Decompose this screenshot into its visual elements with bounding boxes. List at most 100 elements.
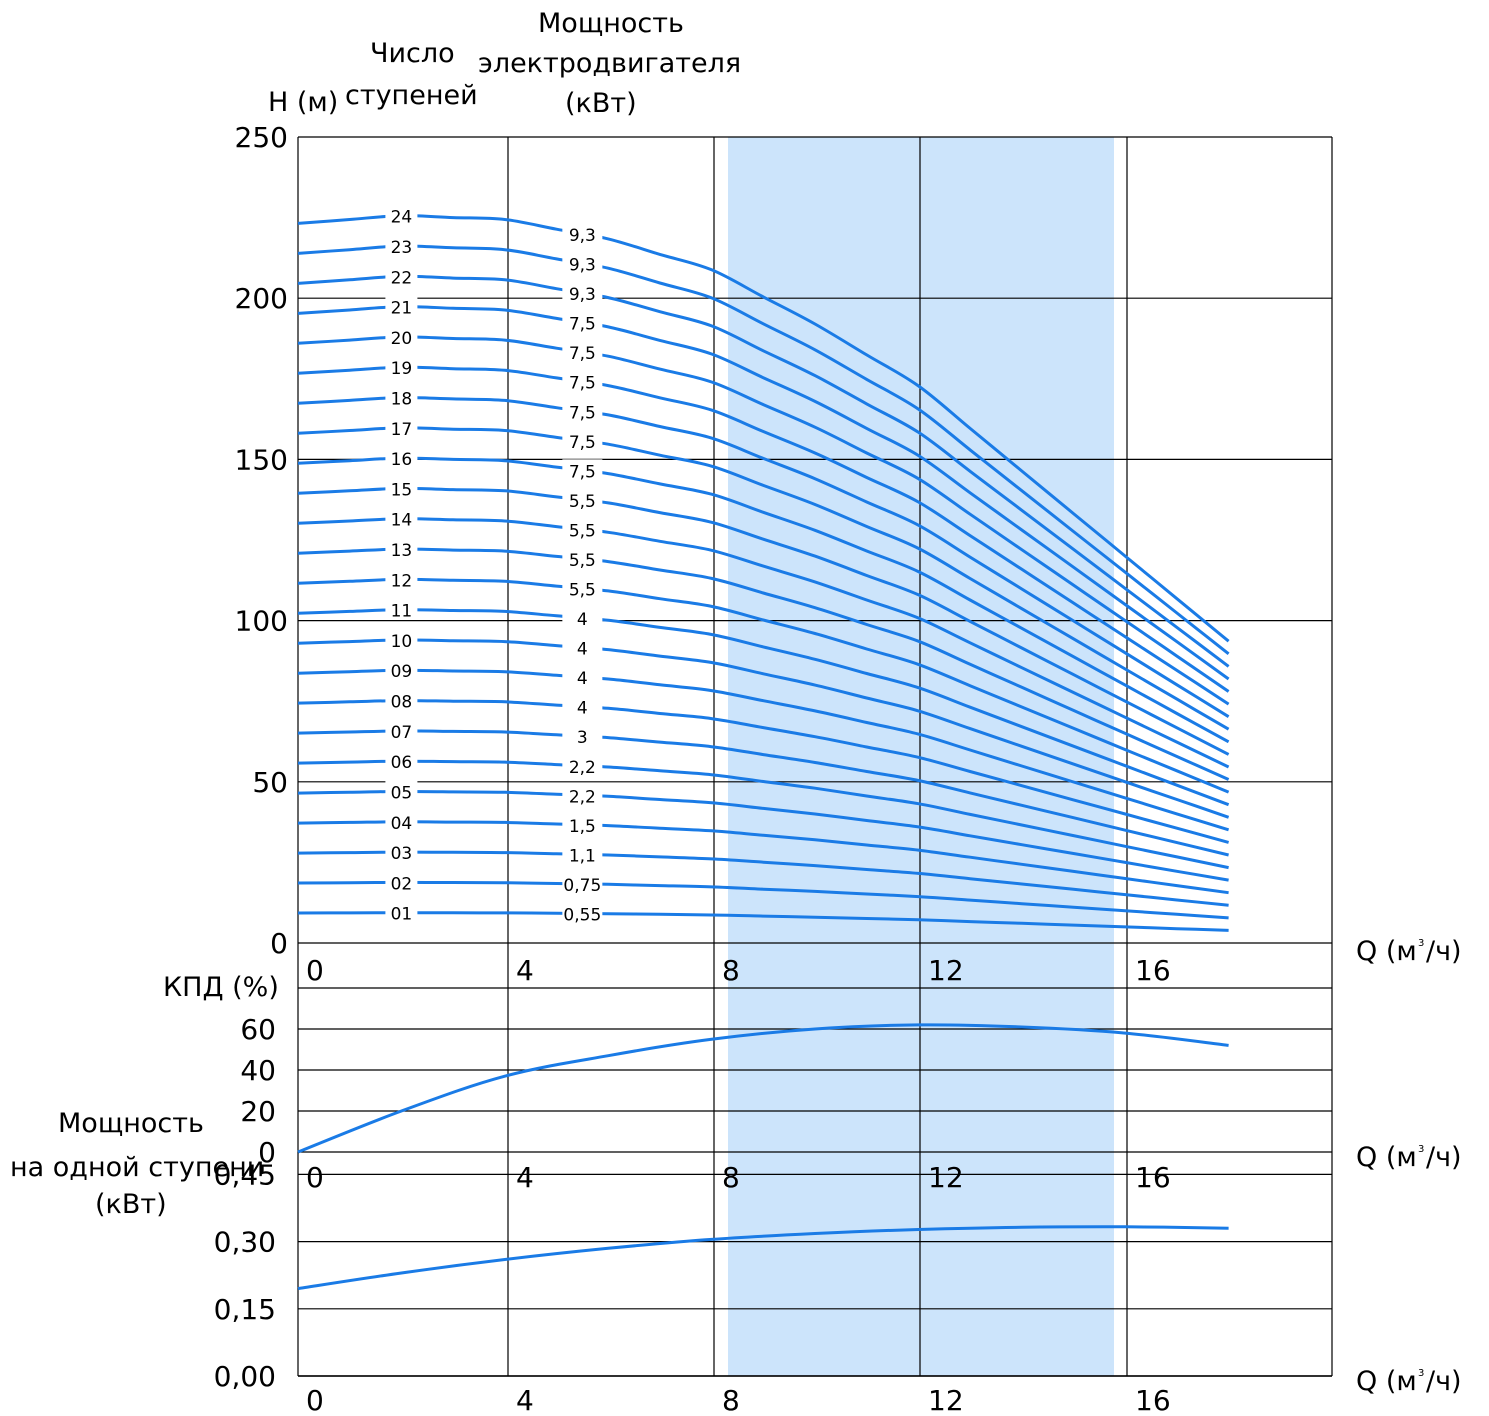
head-curve-stage-05 xyxy=(297,789,1229,882)
power-x-tick-label: 4 xyxy=(516,1384,534,1416)
q-axis-sup: 3 xyxy=(1418,938,1424,949)
head-curve-stage-10 xyxy=(297,638,1230,819)
efficiency-axis-label: КПД (%) xyxy=(163,972,279,1003)
power-label: 1,1 xyxy=(569,846,596,866)
head-x-tick-label: 16 xyxy=(1135,954,1171,987)
head-y-tick-label: 0 xyxy=(270,927,288,960)
stage-label: 20 xyxy=(391,329,413,349)
head-curve-stage-09 xyxy=(297,668,1230,832)
stage-label-bg xyxy=(385,477,418,498)
power-label: 5,5 xyxy=(569,492,596,512)
stage-label-bg xyxy=(385,780,418,801)
stage-label-bg xyxy=(385,871,418,892)
eff-y-tick-label: 40 xyxy=(240,1054,276,1087)
power-y-tick-label: 0,45 xyxy=(214,1158,276,1191)
power-label: 4 xyxy=(577,699,588,719)
stage-label-bg xyxy=(385,538,418,559)
head-curve-stage-07 xyxy=(297,729,1229,857)
stage-label-bg xyxy=(385,416,418,437)
power-label-bg xyxy=(562,666,603,687)
eff-x-tick-label: 0 xyxy=(306,1161,324,1194)
power-label: 2,2 xyxy=(569,758,596,778)
power-label-bg xyxy=(562,902,603,923)
stage-label: 02 xyxy=(391,874,413,894)
stage-label-bg xyxy=(385,295,418,316)
power-label: 7,5 xyxy=(569,315,596,335)
head-curve-stage-15 xyxy=(297,486,1230,756)
power-y-tick-label: 0,15 xyxy=(214,1293,276,1326)
head-curve-stage-13 xyxy=(297,547,1230,781)
power-label-bg xyxy=(562,223,603,244)
power-label-bg xyxy=(562,725,603,746)
head-x-tick-label: 8 xyxy=(722,954,740,987)
head-y-tick-label: 50 xyxy=(252,766,288,799)
power-label: 0,75 xyxy=(563,876,601,896)
head-curve-stage-22 xyxy=(297,274,1230,668)
head-curve-stage-14 xyxy=(297,517,1230,769)
q-axis-text: Q (м xyxy=(1356,1142,1417,1173)
power-label-bg xyxy=(562,429,603,450)
power-label-bg xyxy=(562,370,603,391)
stage-label: 18 xyxy=(391,389,413,409)
stage-label: 14 xyxy=(391,511,413,531)
power-header-line2: электродвигателя xyxy=(478,48,741,79)
power-x-tick-label: 0 xyxy=(306,1384,324,1416)
power-label-bg xyxy=(562,754,603,775)
power-header-line1: Мощность xyxy=(538,8,684,39)
stage-label: 12 xyxy=(391,571,413,591)
head-curve-stage-04 xyxy=(297,820,1229,895)
eff-y-tick-label: 20 xyxy=(240,1095,276,1128)
q-axis-label-eff: Q (м 3/ч) xyxy=(1356,1142,1462,1173)
power-label-bg xyxy=(562,784,603,805)
stage-label: 24 xyxy=(391,208,413,228)
stage-label: 19 xyxy=(391,359,413,379)
power-label-bg xyxy=(562,813,603,834)
eff-x-tick-label: 4 xyxy=(516,1161,534,1194)
power-label: 7,5 xyxy=(569,403,596,423)
head-curve-stage-02 xyxy=(297,880,1229,920)
q-axis-label-power: Q (м 3/ч) xyxy=(1356,1366,1462,1397)
head-y-tick-label: 150 xyxy=(235,443,288,476)
power-label: 5,5 xyxy=(569,581,596,601)
power-label-bg xyxy=(562,311,603,332)
stage-label: 08 xyxy=(391,693,413,713)
power-label: 0,55 xyxy=(563,905,601,925)
eff-x-tick-label: 8 xyxy=(722,1161,740,1194)
q-axis-sup: 3 xyxy=(1418,1368,1424,1379)
power-label: 2,2 xyxy=(569,787,596,807)
head-x-tick-label: 0 xyxy=(306,954,324,987)
stage-label: 06 xyxy=(391,753,413,773)
head-x-tick-label: 4 xyxy=(516,954,534,987)
power-label: 1,5 xyxy=(569,817,596,837)
head-curve-stage-06 xyxy=(297,759,1229,870)
power-label-bg xyxy=(562,282,603,303)
stage-power-label-line3: (кВт) xyxy=(95,1189,167,1220)
power-label-bg xyxy=(562,547,603,568)
power-label: 7,5 xyxy=(569,344,596,364)
power-label: 4 xyxy=(577,669,588,689)
power-label: 4 xyxy=(577,640,588,660)
q-axis-text: Q (м xyxy=(1356,936,1417,967)
eff-y-tick-label: 0 xyxy=(258,1136,276,1169)
stage-label: 15 xyxy=(391,480,413,500)
power-x-tick-label: 16 xyxy=(1135,1384,1171,1416)
stage-label-bg xyxy=(385,628,418,649)
chart-curves xyxy=(297,214,1230,1291)
power-label: 9,3 xyxy=(569,226,596,246)
chart-grid xyxy=(297,136,1333,1377)
stage-label: 22 xyxy=(391,268,413,288)
stage-label: 01 xyxy=(391,905,413,925)
stage-label-bg xyxy=(385,447,418,468)
head-curve-stage-16 xyxy=(297,456,1230,744)
power-label-bg xyxy=(562,518,603,539)
q-axis-suffix: /ч) xyxy=(1426,1366,1462,1397)
power-header-line3: (кВт) xyxy=(565,88,637,119)
stage-power-label-line2: на одной ступени xyxy=(10,1152,264,1183)
head-curve-stage-17 xyxy=(297,426,1230,731)
q-axis-suffix: /ч) xyxy=(1426,936,1462,967)
stage-label-bg xyxy=(385,689,418,710)
power-label: 9,3 xyxy=(569,285,596,305)
power-label-bg xyxy=(562,607,603,628)
